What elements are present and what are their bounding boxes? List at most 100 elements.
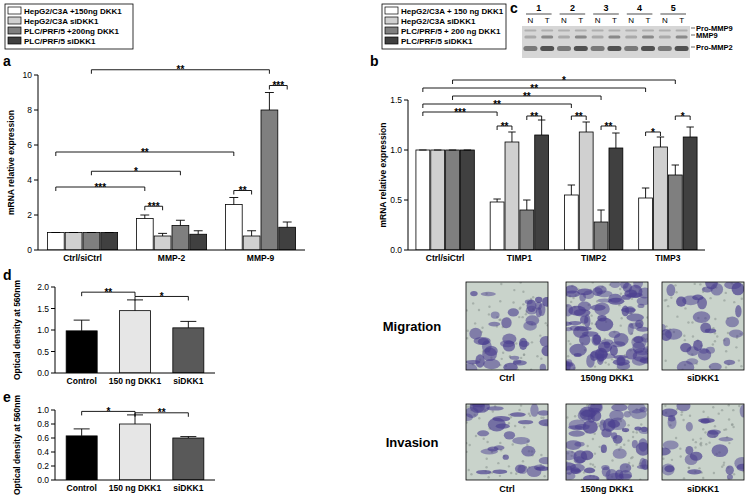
cell [513,359,521,363]
bar [654,147,668,250]
micrograph-frame [466,282,548,370]
micrograph-bg [466,404,548,480]
pore [543,475,545,477]
cell [527,466,542,477]
y-tick [404,100,408,101]
sample-label: T [679,16,684,25]
sample-label: N [628,16,634,25]
cell [581,451,594,461]
gel-band [592,36,604,39]
band-pointer [691,35,695,36]
gel-band [607,46,621,51]
pore [632,431,634,433]
bar [520,210,534,250]
pore [545,322,547,324]
pore [692,335,694,337]
x-tick-label: 150 ng DKK1 [109,483,162,493]
x-axis [408,250,705,251]
pore [536,355,538,357]
cell [539,419,548,426]
pore [497,462,499,464]
cell [593,334,601,345]
pore [713,472,715,474]
sample-label: T [646,16,651,25]
pore [664,405,666,407]
cell [569,431,585,437]
gel-band [625,36,637,39]
pore [488,305,490,307]
pore [532,296,534,298]
error-bar [74,429,90,436]
pore [698,467,700,469]
legend: HepG2/C3A +150ng DKK1HepG2/C3A siDKK1PLC… [5,4,133,49]
cell [636,442,648,456]
pore [712,343,714,345]
gel-band [675,46,689,51]
bar [505,142,519,250]
gel-panel: c1NT2NT3NT4NT5NTPro-MMP9MMP9Pro-MMP2 [510,0,733,58]
lane-bracket [660,14,686,15]
gel-band [541,36,553,39]
gel-band [524,36,536,39]
bars [66,300,204,373]
gel-band [592,30,604,32]
legend-label: HepG2/C3A siDKK1 [24,17,99,26]
gel-band [541,30,553,32]
pore [627,439,629,441]
error-bar [686,127,693,137]
pore [740,365,742,367]
pore [469,444,471,446]
cell [662,408,677,416]
y-tick [34,75,38,76]
lane-label: 5 [671,3,676,13]
sample-label: N [595,16,601,25]
error-bar [74,320,90,331]
error-bar [582,122,589,132]
y-tick [34,250,38,251]
error-bar [127,300,143,311]
legend-swatch [8,17,21,24]
pore [671,459,673,461]
pore [500,283,502,285]
pore [670,297,672,299]
bar [683,137,697,250]
pore [665,299,667,301]
significance-label: *** [272,80,284,91]
pore [540,454,542,456]
pore [694,283,696,285]
y-tick [51,410,55,411]
pore [700,442,702,444]
y-axis [55,410,56,480]
cell [501,317,511,328]
cell [634,348,648,355]
y-tick-label: 0.4 [37,447,49,457]
cell [610,282,620,288]
legend-swatch [385,17,398,24]
gel-band [608,36,620,39]
error-bar [538,120,545,135]
cell [611,432,617,439]
legend-label: HepG2/C3A + 150 ng DKK1 [401,7,504,16]
sample-label: T [578,16,583,25]
error-bar [180,321,196,327]
pore [718,412,720,414]
pore [566,416,568,418]
significance-label: ** [493,99,501,110]
cell [476,470,491,474]
bars [47,93,295,251]
cell [624,411,631,417]
bar [431,150,445,250]
pore [539,334,541,336]
pore [520,357,522,359]
cell [481,449,499,455]
error-bar [180,437,196,438]
cell [701,419,710,424]
pore [488,476,490,478]
y-tick-label: 10 [23,70,33,80]
cell [712,444,729,457]
pore [733,301,735,303]
pore [499,300,501,302]
bar [172,226,189,251]
gel-band [557,46,571,51]
pore [675,437,677,439]
